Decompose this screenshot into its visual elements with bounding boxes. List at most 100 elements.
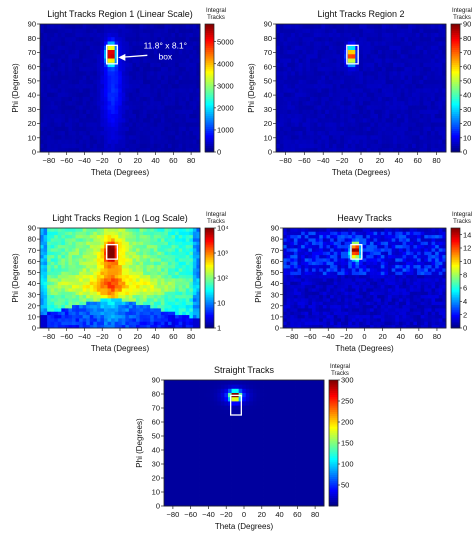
heatmap-cell [146,126,151,132]
heatmap-cell [185,122,190,127]
heatmap-cell [79,122,84,127]
heatmap-cell [389,79,394,85]
heatmap-cell [171,117,176,123]
heatmap-cell [344,304,349,309]
heatmap-cell [64,24,69,29]
heatmap-cell [351,70,356,76]
heatmap-cell [178,278,183,282]
heatmap-cell [351,66,356,72]
heatmap-cell [107,58,112,63]
heatmap-cell [82,62,87,68]
heatmap-cell [128,258,133,262]
heatmap-cell [319,248,324,252]
heatmap-cell [96,268,101,272]
heatmap-cell [72,130,76,136]
heatmap-cell [189,308,194,312]
heatmap-cell [139,241,144,246]
heatmap-cell [89,75,94,80]
heatmap-cell [104,274,108,279]
heatmap-cell [419,92,424,97]
heatmap-cell [423,130,428,136]
heatmap-cell [344,24,349,29]
x-tick-label: 0 [359,156,363,165]
heatmap-cell [291,117,296,123]
heatmap-cell [50,62,55,68]
colorbar-segment [205,296,214,299]
heatmap-cell [64,324,69,329]
heatmap-cell [143,301,148,306]
heatmap-cell [340,92,345,97]
heatmap-cell [344,139,349,144]
heatmap-cell [96,41,101,46]
heatmap-cell [75,143,80,149]
heatmap-cell [54,318,59,322]
heatmap-cell [351,92,356,97]
heatmap-cell [132,274,137,279]
heatmap-cell [128,49,133,55]
heatmap-cell [86,53,91,59]
heatmap-cell [404,92,409,97]
heatmap-cell [104,258,108,262]
heatmap-cell [178,234,183,239]
heatmap-cell [79,291,84,296]
heatmap-cell [291,83,296,89]
heatmap-cell [146,231,151,236]
heatmap-cell [412,49,417,55]
heatmap-cell [175,274,180,279]
heatmap-cell [146,304,151,309]
heatmap-cell [168,241,172,246]
heatmap-cell [68,41,73,46]
heatmap-cell [64,41,69,46]
heatmap-cell [75,41,80,46]
heatmap-cell [111,122,116,127]
heatmap-cell [185,53,190,59]
heatmap-cell [82,268,87,272]
heatmap-cell [196,228,201,232]
heatmap-cell [337,268,342,272]
heatmap-cell [50,139,55,144]
heatmap-cell [153,314,158,319]
heatmap-cell [344,62,349,68]
heatmap-cell [178,117,183,123]
heatmap-cell [344,134,349,140]
heatmap-cell [419,41,424,46]
heatmap-cell [313,70,318,76]
heatmap-cell [75,294,80,299]
heatmap-cell [171,113,176,119]
heatmap-cell [68,92,73,97]
heatmap-cell [404,32,409,38]
heatmap-cell [157,301,162,306]
heatmap-cell [61,238,66,242]
heatmap-cell [68,258,73,262]
heatmap-cell [93,238,98,242]
heatmap-cell [298,122,303,127]
heatmap-cell [61,281,66,286]
heatmap-cell [310,45,315,50]
heatmap-cell [182,96,187,102]
heatmap-cell [54,321,59,326]
heatmap-cell [404,66,409,72]
heatmap-cell [344,100,349,106]
heatmap-cell [136,28,140,33]
heatmap-cell [47,314,52,319]
heatmap-cell [340,308,345,312]
heatmap-cell [302,134,307,140]
heatmap-cell [294,62,300,68]
heatmap-cell [107,274,112,279]
heatmap-cell [79,318,84,322]
heatmap-cell [114,254,119,259]
heatmap-cell [128,92,133,97]
heatmap-cell [61,274,66,279]
heatmap-cell [348,268,353,272]
heatmap-cell [175,284,180,289]
heatmap-cell [68,244,73,249]
heatmap-cell [283,231,288,236]
heatmap-cell [118,75,123,80]
heatmap-cell [157,53,162,59]
heatmap-cell [322,251,327,256]
heatmap-cell [182,264,187,269]
heatmap-cell [104,228,108,232]
heatmap-cell [139,324,144,329]
heatmap-cell [294,79,300,85]
heatmap-cell [332,126,337,132]
